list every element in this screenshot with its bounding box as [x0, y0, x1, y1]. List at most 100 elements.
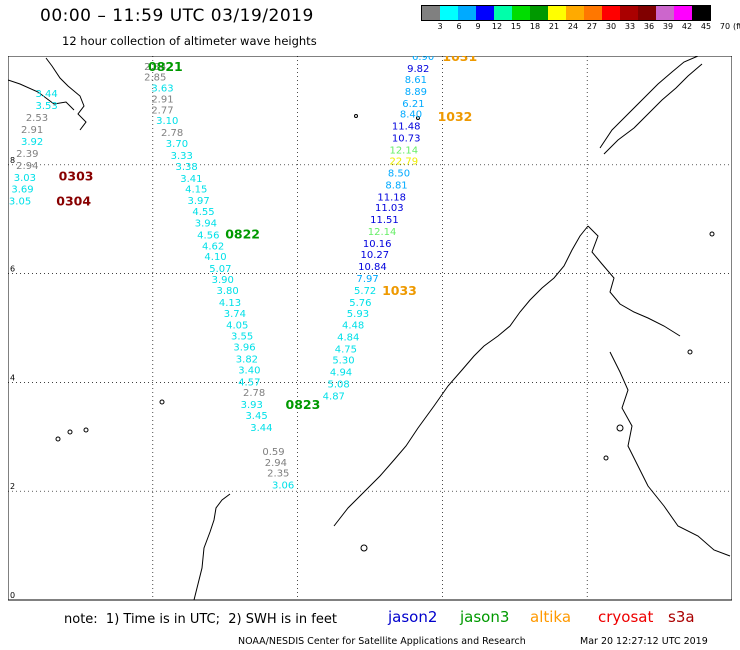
pass-time-label: 1032 [438, 109, 473, 124]
island [616, 424, 624, 432]
wave-height-value: 8.50 [388, 168, 410, 179]
wave-height-value: 3.03 [14, 173, 36, 184]
wave-height-value: 2.78 [243, 388, 265, 399]
wave-height-value: 5.72 [354, 286, 376, 297]
wave-height-value: 2.35 [267, 469, 289, 480]
color-scale-label: 42 [681, 22, 693, 31]
color-scale-swatch [476, 6, 494, 20]
wave-height-value: 3.80 [216, 286, 238, 297]
wave-height-value: 10.73 [392, 134, 421, 145]
wave-height-value: 4.13 [219, 298, 241, 309]
figure-subtitle: 12 hour collection of altimeter wave hei… [62, 34, 317, 48]
wave-height-value: 3.41 [180, 174, 202, 185]
legend-item-jason2: jason2 [388, 608, 438, 626]
wave-height-value: 3.70 [166, 139, 188, 150]
color-scale-label: 3 [437, 22, 443, 31]
wave-height-observations: 2.342.853.632.912.773.102.783.703.333.38… [9, 56, 434, 492]
wave-height-value: 3.53 [35, 101, 57, 112]
wave-height-value: 9.82 [407, 64, 429, 75]
latitude-tick-label: 2 [10, 482, 15, 491]
island [687, 349, 693, 355]
coastline-vietnam-south [45, 57, 87, 131]
island [159, 399, 165, 405]
wave-height-value: 2.39 [16, 149, 38, 160]
wave-height-value: 4.57 [238, 377, 260, 388]
satellite-pass-labels: 0821 0822 0823 0303 0304 1031 1032 1033 [56, 56, 477, 412]
coastline-borneo-east [609, 351, 731, 557]
wave-height-value: 3.45 [245, 411, 267, 422]
pass-time-label: 0823 [286, 397, 321, 412]
wave-height-value: 4.05 [226, 321, 248, 332]
latitude-tick-label: 0 [10, 591, 15, 600]
color-scale-label: 9 [475, 22, 481, 31]
color-scale-label: 24 [567, 22, 579, 31]
color-scale-swatch [602, 6, 620, 20]
color-scale-swatch [674, 6, 692, 20]
wave-height-value: 4.87 [323, 391, 345, 402]
lat-lon-grid [8, 56, 732, 601]
wave-height-value: 3.69 [11, 185, 33, 196]
wave-height-value: 6.90 [412, 56, 434, 63]
wave-height-value: 10.84 [358, 262, 387, 273]
color-scale-swatch [656, 6, 674, 20]
color-scale-swatch [548, 6, 566, 20]
color-scale-label: 45 [700, 22, 712, 31]
wave-height-value: 4.94 [330, 368, 352, 379]
latitude-tick-label: 4 [10, 373, 15, 382]
wave-height-value: 4.55 [192, 207, 214, 218]
wave-height-value: 3.44 [35, 89, 57, 100]
color-scale-label: 6 [456, 22, 462, 31]
coastline-palawan [599, 56, 699, 149]
coastline-borneo-northwest [333, 225, 589, 527]
island [416, 116, 420, 120]
color-scale-label: 18 [529, 22, 541, 31]
wave-height-value: 4.15 [185, 185, 207, 196]
color-scale-label: 70 [719, 22, 731, 31]
color-scale-swatch [422, 6, 440, 20]
color-scale-label: 36 [643, 22, 655, 31]
legend-item-cryosat: cryosat [598, 608, 654, 626]
legend-item-altika: altika [530, 608, 572, 626]
wave-height-value: 3.06 [272, 481, 294, 492]
wave-height-value: 5.76 [349, 298, 371, 309]
color-scale-swatch [638, 6, 656, 20]
generated-timestamp: Mar 20 12:27:12 UTC 2019 [580, 636, 708, 647]
wave-height-value: 2.77 [151, 105, 173, 116]
wave-height-value: 3.97 [188, 196, 210, 207]
wave-height-value: 3.82 [236, 354, 258, 365]
latitude-tick-label: 8 [10, 156, 15, 165]
color-scale-label: 21 [548, 22, 560, 31]
wave-height-value: 8.89 [405, 87, 427, 98]
pass-time-label: 1031 [442, 56, 477, 64]
wave-height-value: 3.63 [151, 84, 173, 95]
color-scale-label: 30 [605, 22, 617, 31]
wave-height-value: 11.51 [370, 215, 399, 226]
wave-height-value: 3.33 [171, 151, 193, 162]
color-scale-swatch [530, 6, 548, 20]
figure-title: 00:00 – 11:59 UTC 03/19/2019 [40, 6, 314, 26]
color-scale-swatch [494, 6, 512, 20]
wave-height-value: 2.53 [26, 113, 48, 124]
wave-height-value: 5.07 [209, 264, 231, 275]
island [709, 231, 715, 237]
wave-height-value: 5.08 [327, 379, 349, 390]
wave-height-value: 3.44 [250, 423, 272, 434]
color-scale-swatch [692, 6, 710, 20]
wave-height-value: 6.21 [402, 99, 424, 110]
color-scale-swatch [458, 6, 476, 20]
coastline-vietnam-cape [8, 79, 75, 111]
wave-height-value: 3.74 [224, 309, 246, 320]
wave-height-value: 3.90 [212, 275, 234, 286]
wave-height-value: 3.38 [175, 162, 197, 173]
wave-height-value: 8.81 [385, 180, 407, 191]
wave-height-value: 8.40 [400, 110, 422, 121]
wave-height-value: 3.55 [231, 332, 253, 343]
legend-item-jason3: jason3 [460, 608, 510, 626]
credit-line: NOAA/NESDIS Center for Satellite Applica… [238, 636, 526, 647]
wave-height-map: 2.342.853.632.912.773.102.783.703.333.38… [8, 56, 732, 604]
coastline-sabah [587, 225, 681, 337]
wave-height-value: 2.91 [151, 94, 173, 105]
color-scale-label: 12 [491, 22, 503, 31]
wave-height-value: 5.93 [347, 309, 369, 320]
wave-height-value: 2.34 [144, 62, 166, 73]
